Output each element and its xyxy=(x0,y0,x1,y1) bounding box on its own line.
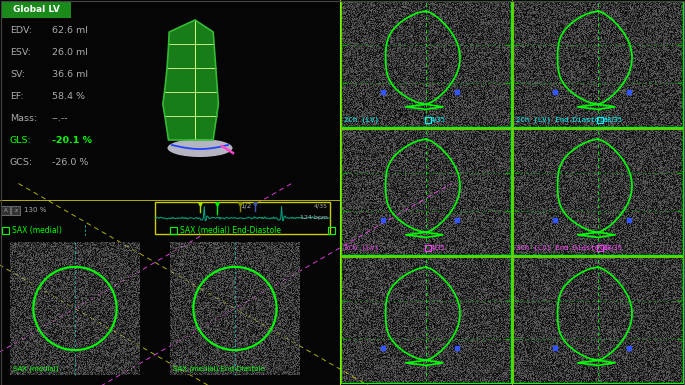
Text: Global LV: Global LV xyxy=(12,5,60,15)
Polygon shape xyxy=(163,20,219,140)
Text: z: z xyxy=(14,208,17,213)
Bar xyxy=(513,257,683,383)
Ellipse shape xyxy=(168,139,232,157)
Text: -26.0 %: -26.0 % xyxy=(52,158,88,167)
Bar xyxy=(170,242,300,375)
Bar xyxy=(425,245,431,251)
Bar xyxy=(513,1,683,127)
Text: SAX (medial) End-Diastole: SAX (medial) End-Diastole xyxy=(180,226,281,236)
Text: 1/2: 1/2 xyxy=(240,203,251,209)
Bar xyxy=(341,257,511,383)
Bar xyxy=(597,245,603,251)
Bar xyxy=(170,227,177,234)
Bar xyxy=(2,227,9,234)
Bar xyxy=(0,200,340,385)
Text: 3Ch (LV) End-Diastole: 3Ch (LV) End-Diastole xyxy=(516,244,608,251)
Bar xyxy=(0,0,340,200)
Text: 2Ch (LV): 2Ch (LV) xyxy=(344,117,379,123)
Bar xyxy=(341,257,511,383)
Text: 4/35: 4/35 xyxy=(431,117,446,123)
Bar xyxy=(328,227,335,234)
Text: 3Ch (LV): 3Ch (LV) xyxy=(344,244,379,251)
Text: SAX (medial): SAX (medial) xyxy=(13,365,58,372)
Text: SAX (medial): SAX (medial) xyxy=(12,226,62,236)
Text: SAX (medial) End-Diastole: SAX (medial) End-Diastole xyxy=(173,365,264,372)
Text: 124 bpm: 124 bpm xyxy=(300,216,328,221)
Bar xyxy=(513,257,683,383)
Bar xyxy=(513,1,683,127)
Bar xyxy=(10,242,140,375)
Text: 36.6 ml: 36.6 ml xyxy=(52,70,88,79)
Text: GCS:: GCS: xyxy=(10,158,33,167)
Bar xyxy=(341,1,511,127)
Bar xyxy=(341,1,511,127)
FancyBboxPatch shape xyxy=(1,206,10,214)
Text: 26.0 ml: 26.0 ml xyxy=(52,48,88,57)
Polygon shape xyxy=(163,20,219,140)
Text: ESV:: ESV: xyxy=(10,48,31,57)
Text: 130 %: 130 % xyxy=(24,207,47,213)
Bar xyxy=(513,129,683,255)
Text: 58.4 %: 58.4 % xyxy=(52,92,85,101)
Text: A: A xyxy=(4,208,8,213)
Text: 18/35: 18/35 xyxy=(603,117,622,123)
Text: -20.1 %: -20.1 % xyxy=(52,136,92,145)
Bar xyxy=(425,117,431,123)
Bar xyxy=(155,202,330,234)
FancyBboxPatch shape xyxy=(12,206,21,214)
Bar xyxy=(597,117,603,123)
Text: 2Ch (LV) End-Diastole: 2Ch (LV) End-Diastole xyxy=(516,117,608,123)
Text: 62.6 ml: 62.6 ml xyxy=(52,26,88,35)
Bar xyxy=(341,129,511,255)
Text: EDV:: EDV: xyxy=(10,26,32,35)
FancyBboxPatch shape xyxy=(1,2,71,18)
Bar xyxy=(513,129,683,255)
Text: EF:: EF: xyxy=(10,92,24,101)
Text: 4/35: 4/35 xyxy=(314,203,328,208)
Text: 18/35: 18/35 xyxy=(603,245,622,251)
Text: GLS:: GLS: xyxy=(10,136,32,145)
Text: 4/35: 4/35 xyxy=(431,245,446,251)
Bar xyxy=(341,129,511,255)
Text: --.--: --.-- xyxy=(52,114,68,123)
Text: SV:: SV: xyxy=(10,70,25,79)
Text: Mass:: Mass: xyxy=(10,114,37,123)
